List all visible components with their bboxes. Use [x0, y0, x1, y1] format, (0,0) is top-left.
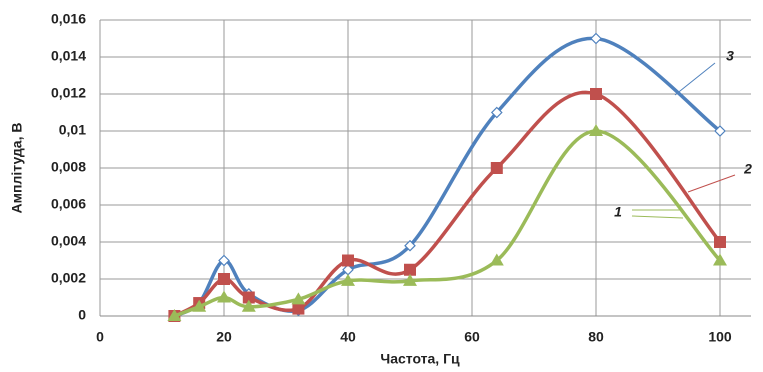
point: [489, 253, 504, 266]
point: [590, 32, 602, 45]
y-tick-label: 0,006: [51, 196, 86, 212]
point: [167, 309, 182, 321]
series-label: 1: [614, 204, 622, 220]
point: [341, 273, 355, 286]
y-tick-label: 0,002: [51, 270, 86, 286]
point: [590, 88, 602, 100]
series-line: [173, 129, 722, 318]
y-tick-label: 0,012: [51, 85, 86, 101]
leader-line: [674, 62, 716, 96]
point: [292, 302, 305, 315]
point: [192, 299, 207, 312]
series-line: [173, 36, 722, 318]
leader-line: [631, 215, 684, 219]
series-label: 2: [743, 161, 752, 177]
y-tick-label: 0,008: [51, 159, 86, 175]
x-tick-label: 20: [216, 329, 232, 345]
point: [404, 239, 416, 252]
y-axis-label: Амплітуда, В: [9, 123, 25, 214]
point: [342, 254, 354, 267]
series-label: 3: [726, 48, 734, 64]
y-tick-label: 0,004: [51, 233, 86, 249]
x-tick-label: 100: [708, 329, 732, 345]
point: [403, 273, 417, 286]
x-tick-label: 60: [464, 329, 480, 345]
point: [291, 292, 306, 305]
point: [242, 291, 255, 304]
x-tick-label: 80: [588, 329, 604, 345]
y-tick-label: 0: [78, 307, 86, 323]
point: [218, 273, 230, 285]
point: [217, 290, 231, 303]
point: [404, 263, 416, 276]
y-tick-label: 0,01: [59, 122, 86, 138]
point: [490, 162, 503, 174]
x-tick-label: 40: [340, 329, 356, 345]
point: [714, 125, 726, 137]
point: [714, 236, 726, 248]
point: [218, 254, 230, 267]
x-tick-label: 0: [96, 329, 104, 345]
leader-line: [687, 174, 736, 193]
y-tick-label: 0,016: [51, 11, 86, 27]
x-axis-label: Частота, Гц: [380, 351, 460, 367]
point: [490, 106, 503, 119]
y-tick-label: 0,014: [51, 48, 86, 64]
point: [241, 299, 256, 312]
point: [713, 253, 727, 266]
series-line: [173, 90, 722, 318]
point: [589, 124, 603, 136]
